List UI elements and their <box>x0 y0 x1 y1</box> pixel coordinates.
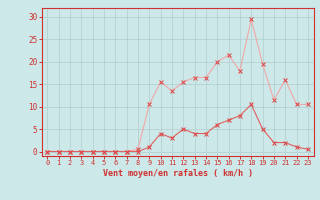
X-axis label: Vent moyen/en rafales ( km/h ): Vent moyen/en rafales ( km/h ) <box>103 169 252 178</box>
